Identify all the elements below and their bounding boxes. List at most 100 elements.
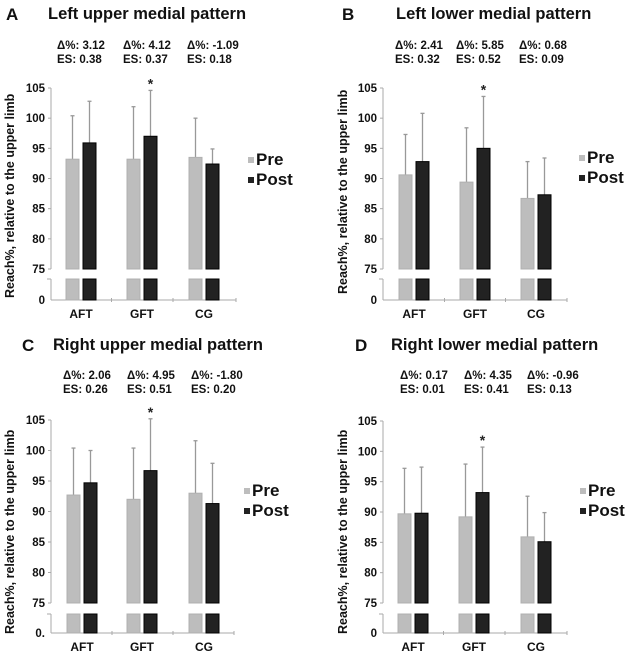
y-tick-label: 100 (358, 446, 377, 458)
bar-stub-pre-aft (66, 613, 81, 634)
legend-swatch-post (248, 177, 254, 183)
panel-letter: B (342, 5, 355, 24)
bar-pre-gft (126, 498, 141, 604)
panel-a: A Left upper medial pattern Δ%: 3.12 ES: … (0, 0, 314, 328)
y-tick-label: 95 (364, 143, 377, 155)
bar-stub-pre-cg (520, 613, 535, 634)
bar-post-gft (143, 135, 158, 270)
stat-aft: Δ%: 2.06 ES: 0.26 (63, 370, 111, 396)
legend-swatch-pre (244, 488, 250, 494)
panel-b: B Left lower medial pattern Δ%: 2.41 ES: … (315, 0, 629, 328)
y-tick-label: 0 (371, 628, 377, 640)
bar-pre-cg (520, 536, 535, 604)
stat-gft: Δ%: 4.35 ES: 0.41 (464, 370, 512, 396)
y-tick-label: 80 (32, 234, 45, 246)
bar-post-cg (205, 163, 220, 270)
y-tick-label: 0 (371, 295, 377, 307)
bar-post-aft (415, 161, 430, 270)
x-tick-label-aft: AFT (402, 307, 426, 321)
y-tick-label: 85 (32, 204, 45, 216)
x-tick-label-gft: GFT (130, 640, 155, 654)
legend-swatch-pre (580, 488, 586, 494)
stat-cg: Δ%: 0.68 ES: 0.09 (519, 40, 567, 66)
legend-swatch-pre (248, 157, 254, 163)
x-tick-label-gft: GFT (462, 640, 487, 654)
stat-aft: Δ%: 3.12 ES: 0.38 (57, 40, 105, 66)
legend-item-post: Post (244, 501, 289, 521)
bar-stub-pre-gft (458, 613, 473, 634)
y-tick-label: 100 (358, 113, 377, 125)
legend-item-pre: Pre (579, 148, 624, 168)
bar-post-gft (143, 470, 158, 604)
bar-stub-post-cg (537, 278, 552, 301)
panel-d: D Right lower medial pattern Δ%: 0.17 ES:… (315, 328, 629, 656)
bar-pre-aft (65, 158, 80, 270)
y-tick-label: 105 (26, 415, 46, 427)
bar-post-cg (537, 194, 552, 270)
x-tick-label-gft: GFT (130, 307, 155, 321)
bar-post-aft (83, 482, 98, 604)
bar-pre-aft (397, 513, 412, 604)
y-tick-label: 90 (364, 174, 377, 186)
legend-item-post: Post (248, 170, 293, 190)
panel-title: Right upper medial pattern (53, 336, 263, 354)
x-tick-label-cg: CG (195, 307, 213, 321)
significance-marker: * (148, 404, 154, 420)
y-tick-label: 75 (364, 598, 377, 610)
y-tick-label: 75 (364, 264, 377, 276)
bar-post-cg (205, 503, 220, 604)
y-tick-label: 0. (35, 628, 45, 640)
x-tick-label-cg: CG (195, 640, 213, 654)
legend-swatch-post (580, 508, 586, 514)
bar-stub-post-gft (476, 278, 491, 301)
y-tick-label: 85 (364, 204, 377, 216)
bar-pre-gft (458, 516, 473, 604)
stat-cg: Δ%: -1.80 ES: 0.20 (191, 370, 243, 396)
legend-item-post: Post (579, 168, 624, 188)
bar-stub-pre-gft (459, 278, 474, 301)
panel-title: Right lower medial pattern (391, 336, 599, 354)
bar-post-gft (476, 147, 491, 270)
bar-stub-pre-cg (188, 613, 203, 634)
stat-gft: Δ%: 5.85 ES: 0.52 (456, 40, 504, 66)
panel-letter: C (22, 336, 35, 355)
y-tick-label: 105 (26, 83, 46, 95)
bar-stub-post-gft (475, 613, 490, 634)
bar-pre-cg (520, 197, 535, 270)
bar-post-aft (414, 512, 429, 604)
bar-post-aft (82, 142, 97, 270)
legend: Pre Post (248, 150, 293, 190)
legend-swatch-post (579, 175, 585, 181)
y-tick-label: 90 (364, 507, 377, 519)
legend-swatch-pre (579, 155, 585, 161)
significance-marker: * (148, 75, 154, 91)
bar-stub-pre-cg (520, 278, 535, 301)
panel-letter: A (6, 5, 19, 24)
legend: Pre Post (580, 481, 625, 521)
bar-stub-post-gft (143, 278, 158, 301)
legend-item-pre: Pre (580, 481, 625, 501)
panel-title: Left lower medial pattern (396, 5, 592, 23)
bar-stub-post-aft (83, 613, 98, 634)
plot-d: 0 75 80 85 90 95 100 105 AFT GFT * CG (358, 416, 568, 654)
y-tick-label: 90 (32, 507, 45, 519)
panel-letter: D (355, 336, 368, 355)
bar-stub-post-aft (415, 278, 430, 301)
bar-pre-gft (126, 158, 141, 270)
panel-title: Left upper medial pattern (48, 5, 247, 23)
bar-stub-pre-aft (65, 278, 80, 301)
y-tick-label: 75 (32, 264, 45, 276)
bar-pre-aft (66, 494, 81, 604)
y-tick-label: 105 (358, 83, 378, 95)
bar-stub-post-cg (205, 278, 220, 301)
x-tick-label-cg: CG (527, 640, 545, 654)
y-tick-label: 95 (32, 143, 45, 155)
y-tick-label: 95 (32, 476, 45, 488)
bar-pre-cg (188, 156, 203, 270)
y-tick-label: 95 (364, 477, 377, 489)
significance-marker: * (480, 432, 486, 448)
x-tick-label-aft: AFT (401, 640, 425, 654)
bar-pre-gft (459, 181, 474, 270)
plot-c: 0. 75 80 85 90 95 100 105 AFT GFT * CG (26, 404, 235, 654)
x-tick-label-cg: CG (527, 307, 545, 321)
